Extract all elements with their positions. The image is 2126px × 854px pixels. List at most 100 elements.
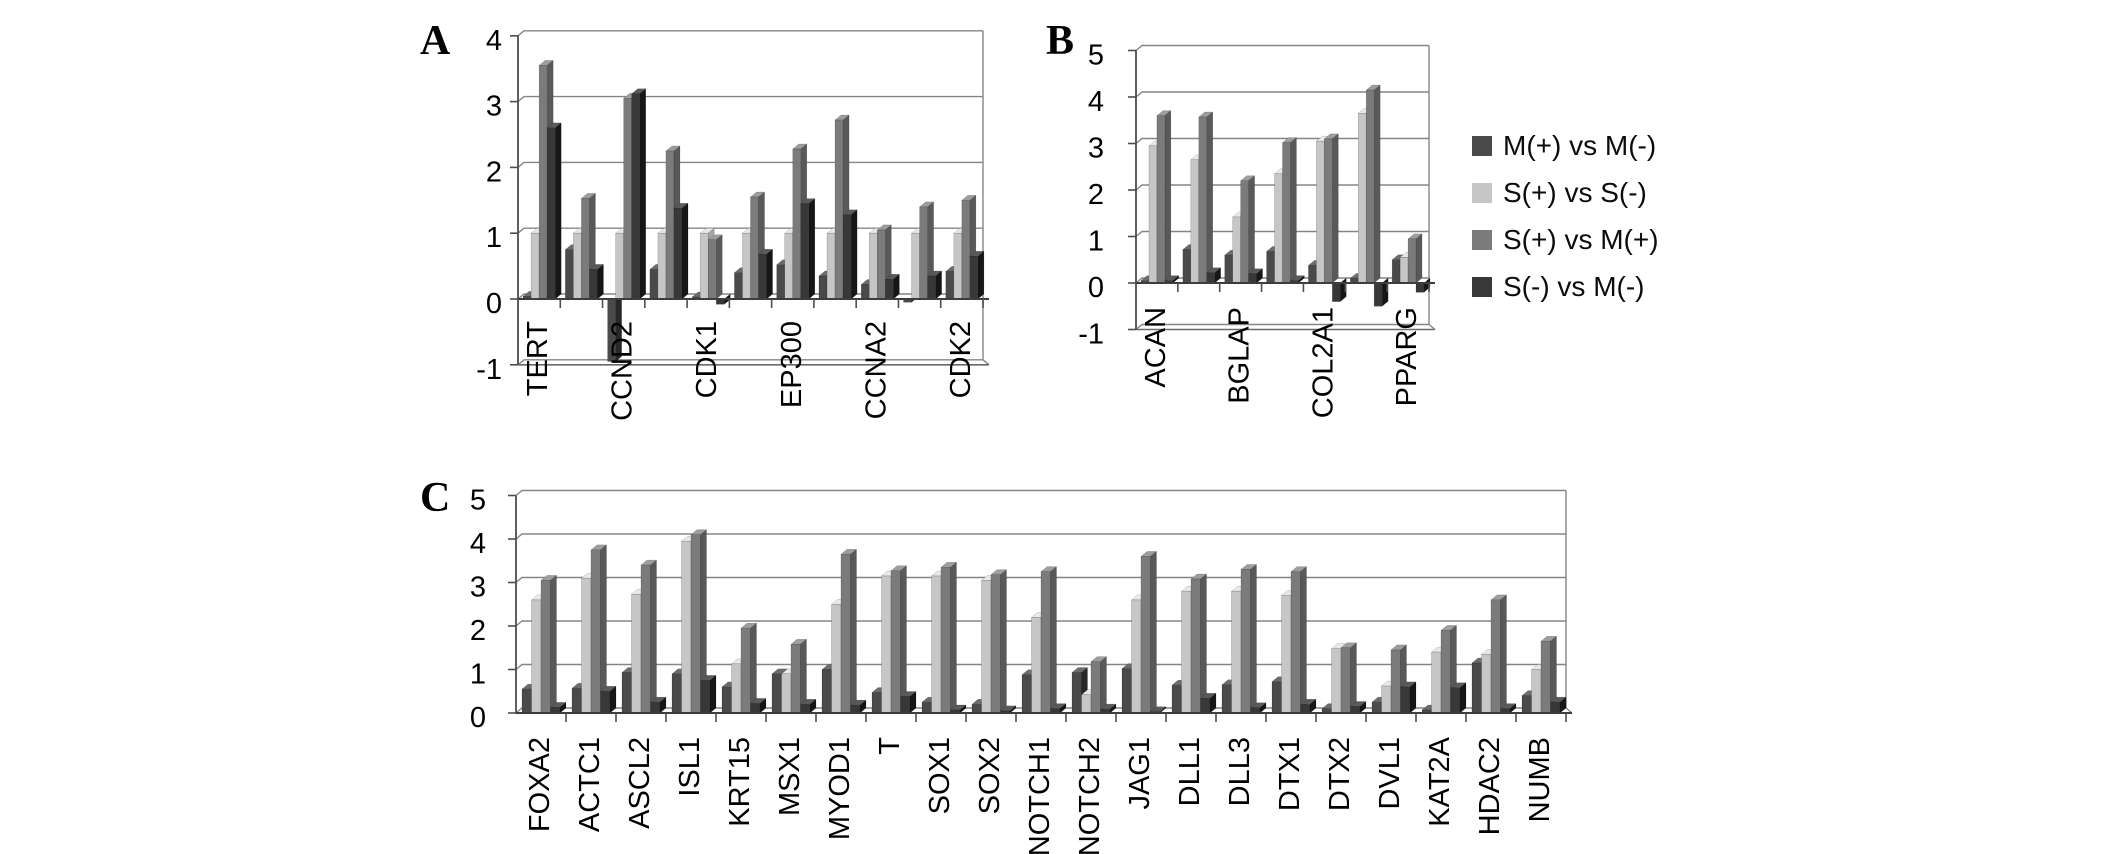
bar-S(-) vs M(-) <box>1400 686 1411 714</box>
bar-S(-) vs M(-) <box>900 696 911 714</box>
chart-panel-a: 4 3 2 1 0 -1 TERT CCND2 CDK1 EP300 CCNA2 CDK2 <box>476 25 990 421</box>
bar-S(+) vs S(-) <box>869 232 878 300</box>
bar-M(+) vs M(-) <box>1221 684 1232 714</box>
bar-S(+) vs S(-) <box>1232 216 1241 284</box>
bar-S(+) vs S(-) <box>1331 648 1342 714</box>
bar-M(+) vs M(-) <box>1266 251 1275 284</box>
bar-S(-) vs M(-) <box>1415 282 1425 293</box>
category-label-NOTCH1: NOTCH1 <box>1024 737 1056 854</box>
bar-M(+) vs M(-) <box>1021 674 1032 714</box>
bar-S(+) vs M(+) <box>1156 115 1166 284</box>
bar-S(+) vs M(+) <box>940 567 951 714</box>
bar-S(+) vs S(-) <box>1316 140 1325 284</box>
legend: M(+) vs M(-) S(+) vs S(-) S(+) vs M(+) S… <box>1472 130 1659 320</box>
category-label-COL2A1: COL2A1 <box>1307 307 1339 418</box>
bar-S(+) vs S(-) <box>731 663 742 714</box>
y-tick-label: 0 <box>1088 272 1104 304</box>
bar-M(+) vs M(-) <box>1271 681 1282 714</box>
bar-M(+) vs M(-) <box>734 272 743 300</box>
y-tick-label: 4 <box>486 25 502 57</box>
bar-S(+) vs M(+) <box>1140 556 1151 714</box>
bar-M(+) vs M(-) <box>1471 662 1482 714</box>
bar-S(+) vs S(-) <box>1358 113 1367 284</box>
category-label-TERT: TERT <box>522 321 554 396</box>
bar-S(+) vs M(+) <box>1282 142 1291 284</box>
bar-S(-) vs M(-) <box>800 704 811 714</box>
bar-S(+) vs M(+) <box>1407 238 1417 284</box>
y-tick-label: 0 <box>470 702 486 734</box>
bar-S(+) vs M(+) <box>690 534 701 714</box>
bar-S(+) vs M(+) <box>840 553 851 714</box>
category-label-SOX2: SOX2 <box>974 737 1006 814</box>
legend-swatch-s-plus-vs-s-minus <box>1472 183 1492 203</box>
bar-S(-) vs M(-) <box>885 279 894 300</box>
bar-S(-) vs M(-) <box>546 127 556 300</box>
bar-S(+) vs M(+) <box>623 98 632 300</box>
bar-S(-) vs M(-) <box>1206 272 1215 284</box>
bar-S(+) vs S(-) <box>1031 617 1042 714</box>
category-label-HDAC2: HDAC2 <box>1474 737 1506 835</box>
y-tick-label: 2 <box>470 615 486 647</box>
legend-item: S(+) vs S(-) <box>1472 177 1659 208</box>
category-label-CDK2: CDK2 <box>945 321 977 398</box>
bar-M(+) vs M(-) <box>921 701 932 714</box>
bar-S(+) vs M(+) <box>665 150 675 300</box>
bar-M(+) vs M(-) <box>649 269 659 300</box>
bar-M(+) vs M(-) <box>521 688 532 714</box>
category-label-KAT2A: KAT2A <box>1424 736 1456 826</box>
category-label-BGLAP: BGLAP <box>1224 307 1256 404</box>
bar-S(+) vs M(+) <box>540 580 551 714</box>
panel-a-label: A <box>420 18 451 64</box>
bar-M(+) vs M(-) <box>971 704 982 714</box>
bar-S(+) vs M(+) <box>538 65 548 300</box>
panel-b-label: B <box>1046 18 1075 64</box>
bar-S(+) vs M(+) <box>1240 180 1249 284</box>
bar-S(-) vs M(-) <box>969 255 979 300</box>
bar-M(+) vs M(-) <box>571 687 582 714</box>
bar-S(-) vs M(-) <box>927 275 936 300</box>
bar-S(-) vs M(-) <box>700 680 711 714</box>
bar-S(-) vs M(-) <box>1300 704 1311 714</box>
category-label-KRT15: KRT15 <box>724 737 756 827</box>
bar-S(+) vs S(-) <box>931 575 942 714</box>
legend-swatch-s-plus-vs-m-plus <box>1472 230 1492 250</box>
bar-M(+) vs M(-) <box>821 669 832 714</box>
category-label-DLL1: DLL1 <box>1174 737 1206 806</box>
category-label-ACTC1: ACTC1 <box>574 737 606 832</box>
bar-S(-) vs M(-) <box>631 93 640 300</box>
legend-swatch-m-plus-vs-m-minus <box>1472 136 1492 156</box>
category-label-MYOD1: MYOD1 <box>824 737 856 840</box>
category-label-DVL1: DVL1 <box>1374 737 1406 810</box>
panel-c-label: C <box>420 475 451 521</box>
bar-S(+) vs M(+) <box>834 119 844 300</box>
bar-S(+) vs S(-) <box>581 577 592 714</box>
y-tick-label: 2 <box>1088 179 1104 211</box>
legend-swatch-s-minus-vs-m-minus <box>1472 277 1492 297</box>
category-label-ASCL2: ASCL2 <box>624 737 656 829</box>
category-label-ACAN: ACAN <box>1140 307 1172 388</box>
bar-S(+) vs S(-) <box>781 673 792 714</box>
bar-S(+) vs M(+) <box>1040 571 1051 714</box>
bar-S(-) vs M(-) <box>1332 282 1341 302</box>
bar-S(-) vs M(-) <box>842 214 852 300</box>
y-tick-label: 1 <box>486 222 502 254</box>
bar-M(+) vs M(-) <box>818 275 828 300</box>
bar-M(+) vs M(-) <box>945 271 955 300</box>
chart-panel-c: 5 4 3 2 1 0 FOXA2 ACTC1 ASCL2 ISL1 KRT15 MSX1 MYOD1 T… <box>470 485 1573 854</box>
y-tick-label: 4 <box>1088 86 1104 118</box>
category-label-JAG1: JAG1 <box>1124 737 1156 810</box>
legend-item: S(-) vs M(-) <box>1472 271 1659 302</box>
bar-S(+) vs S(-) <box>1131 599 1142 714</box>
category-label-PPARG: PPARG <box>1391 307 1423 406</box>
bar-S(+) vs M(+) <box>790 644 801 714</box>
bar-S(+) vs M(+) <box>1365 89 1375 284</box>
bar-S(+) vs M(+) <box>581 198 590 300</box>
legend-label: S(+) vs S(-) <box>1503 177 1647 208</box>
category-label-NOTCH2: NOTCH2 <box>1074 737 1106 854</box>
bar-S(+) vs M(+) <box>990 574 1001 714</box>
bar-S(+) vs M(+) <box>1390 649 1401 714</box>
bar-S(-) vs M(-) <box>1200 697 1211 714</box>
bar-S(+) vs M(+) <box>740 627 751 714</box>
legend-label: M(+) vs M(-) <box>1503 130 1657 161</box>
